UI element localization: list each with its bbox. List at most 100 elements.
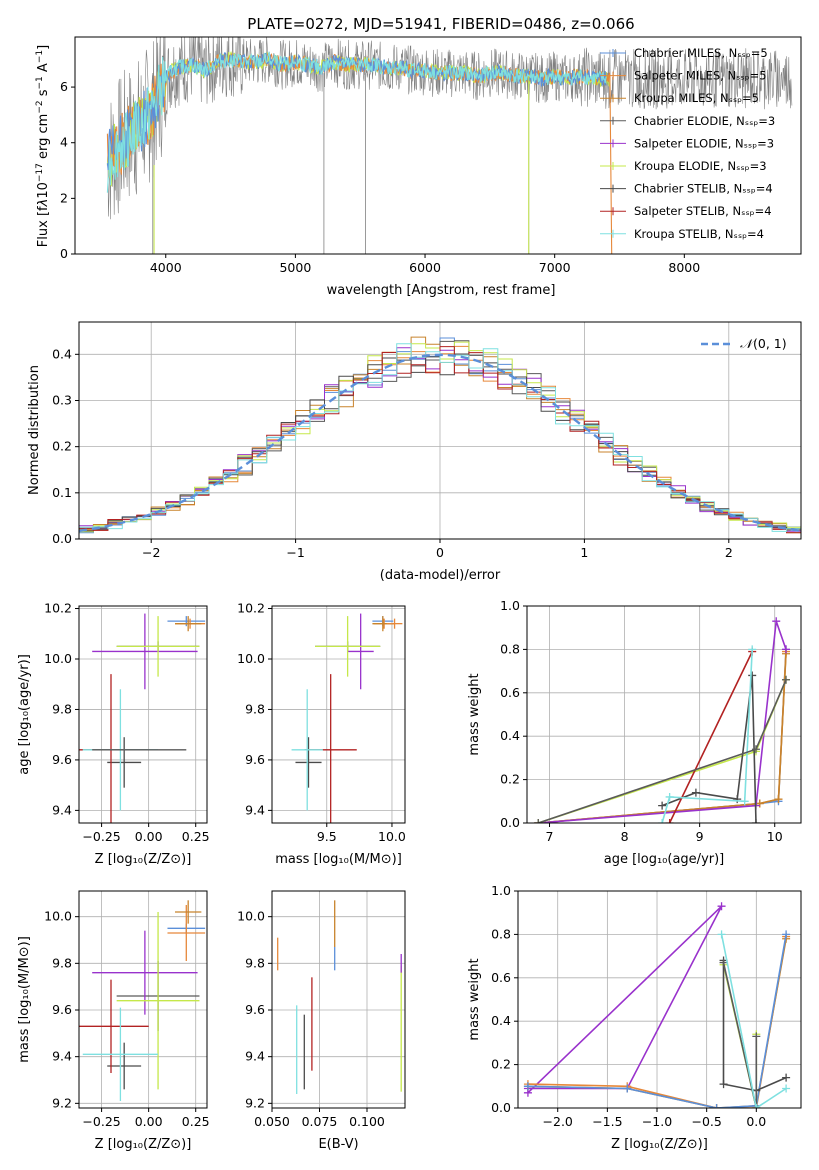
weight-marker xyxy=(751,819,760,823)
weight-vs-age-panel: 7 8 9 10 0.0 0.2 0.4 0.6 0.8 1.0 age [log₁₀(age/yr… xyxy=(467,598,802,867)
y-tick-label: 6 xyxy=(60,79,68,94)
mass-vs-ebv-panel: 0.050 0.075 0.100 9.2 9.4 9.6 9.8 10.0 E(B-V) xyxy=(237,890,406,1152)
y-tick-label: 4 xyxy=(60,135,68,150)
age-vs-z-panel: −0.25 0.00 0.25 9.4 9.6 9.8 10.0 10.2 Z [log₁₀(Z… xyxy=(17,601,210,867)
legend-entry: Chabrier STELIB, Nₛₛₚ=4 xyxy=(634,182,773,196)
residual-panel: −2 −1 0 1 2 0.0 0.1 0.2 0.3 0.4 (data-model)/erro… xyxy=(27,321,802,583)
x-axis-label: Z [log₁₀(Z/Z⊙)] xyxy=(611,1137,708,1152)
weight-line xyxy=(538,620,787,823)
figure-title: PLATE=0272, MJD=51941, FIBERID=0486, z=0… xyxy=(247,15,634,33)
weight-marker xyxy=(658,801,667,810)
y-tick-label: 9.2 xyxy=(245,1095,265,1110)
weight-vs-age-plot: 7 8 9 10 0.0 0.2 0.4 0.6 0.8 1.0 age [log₁₀(age/yr… xyxy=(467,598,802,867)
y-tick-label: 0.1 xyxy=(52,485,72,500)
y-tick-label: 0.0 xyxy=(52,531,72,546)
legend-entry: Kroupa STELIB, Nₛₛₚ=4 xyxy=(634,227,764,241)
mass-vs-z-panel: −0.25 0.00 0.25 9.2 9.4 9.6 9.8 10.0 Z [log₁₀(Z/… xyxy=(17,890,210,1152)
y-axis-label: mass [log₁₀(M/M⊙)] xyxy=(17,936,32,1063)
weight-line xyxy=(722,962,758,1108)
y-tick-label: 9.6 xyxy=(52,752,72,767)
x-tick-label: 0 xyxy=(436,545,444,560)
y-tick-label: 10.0 xyxy=(237,651,265,666)
weight-marker xyxy=(658,819,667,823)
x-axis-label: mass [log₁₀(M/M⊙)] xyxy=(275,852,402,867)
x-tick-label: 9.5 xyxy=(317,829,337,844)
y-tick-label: 0.4 xyxy=(500,728,520,743)
legend-entry: Salpeter MILES, Nₛₛₚ=5 xyxy=(634,69,767,83)
x-tick-label: −1.0 xyxy=(642,1114,672,1129)
weight-marker xyxy=(733,795,742,804)
age-vs-mass-plot: 9.5 10.0 9.4 9.6 9.8 10.0 10.2 mass [log₁₀(M/M⊙… xyxy=(237,601,406,867)
x-axis-label: Z [log₁₀(Z/Z⊙)] xyxy=(95,852,192,867)
weight-marker xyxy=(781,645,790,654)
x-tick-label: 8000 xyxy=(668,260,700,275)
weight-vs-z-plot: −2.0 −1.5 −1.0 −0.5 0.0 0.0 0.2 0.4 0.6 0.8 1.0 Z [… xyxy=(467,883,802,1152)
weight-marker xyxy=(774,795,783,804)
weight-marker xyxy=(782,1084,791,1093)
spectrum-ticks: 4000 5000 6000 7000 8000 0 2 4 6 xyxy=(60,79,700,275)
weight-marker xyxy=(782,930,791,939)
y-tick-label: 0.6 xyxy=(500,685,520,700)
panel-frame xyxy=(517,890,802,1109)
legend-entry: Salpeter STELIB, Nₛₛₚ=4 xyxy=(634,204,772,218)
residual-xlabel: (data-model)/error xyxy=(380,568,501,583)
x-tick-label: −0.5 xyxy=(691,1114,721,1129)
y-tick-label: 0.3 xyxy=(52,392,72,407)
x-tick-label: −1.5 xyxy=(592,1114,622,1129)
spectrum-ylabel: Flux [fλ10−17 erg cm−2 s−1 A−1] xyxy=(35,45,51,247)
y-tick-label: 9.6 xyxy=(52,1002,72,1017)
y-tick-label: 0.2 xyxy=(491,1057,511,1072)
weight-marker xyxy=(719,1080,728,1089)
y-tick-label: 0.4 xyxy=(52,346,72,361)
y-tick-label: 9.4 xyxy=(52,802,72,817)
mass-vs-z-plot: −0.25 0.00 0.25 9.2 9.4 9.6 9.8 10.0 Z [log₁₀(Z/… xyxy=(17,890,210,1152)
weight-line xyxy=(668,651,753,823)
x-tick-label: 9 xyxy=(696,829,704,844)
legend-entry: Chabrier MILES, Nₛₛₚ=5 xyxy=(634,46,768,60)
x-tick-label: 0.0 xyxy=(746,1114,766,1129)
age-vs-mass-panel: 9.5 10.0 9.4 9.6 9.8 10.0 10.2 mass [log₁₀(M/M⊙… xyxy=(237,601,406,867)
y-tick-label: 10.0 xyxy=(237,909,265,924)
y-tick-label: 9.8 xyxy=(245,701,265,716)
mass-vs-ebv-plot: 0.050 0.075 0.100 9.2 9.4 9.6 9.8 10.0 E(B-V) xyxy=(237,890,406,1152)
x-tick-label: 7 xyxy=(546,829,554,844)
y-tick-label: 0.8 xyxy=(491,926,511,941)
y-tick-label: 9.6 xyxy=(245,1002,265,1017)
weight-marker xyxy=(752,1104,761,1108)
y-tick-label: 10.0 xyxy=(44,909,72,924)
age-vs-z-plot: −0.25 0.00 0.25 9.4 9.6 9.8 10.0 10.2 Z [log₁₀(Z… xyxy=(17,601,210,867)
y-tick-label: 1.0 xyxy=(491,883,511,898)
y-tick-label: 9.4 xyxy=(245,1049,265,1064)
x-tick-label: 10 xyxy=(767,829,783,844)
weight-line xyxy=(527,905,723,1094)
x-tick-label: 2 xyxy=(725,545,733,560)
y-tick-label: 10.2 xyxy=(44,601,72,616)
spectrum-plot-area xyxy=(106,37,793,254)
spectrum-frame xyxy=(74,36,802,255)
normal-curve xyxy=(79,353,801,533)
x-tick-label: −0.25 xyxy=(82,829,120,844)
x-tick-label: 0.25 xyxy=(182,1114,210,1129)
y-tick-label: 0.8 xyxy=(500,641,520,656)
y-tick-label: 9.2 xyxy=(52,1095,72,1110)
x-tick-label: 0.25 xyxy=(182,829,210,844)
residual-ylabel: Normed distribution xyxy=(27,365,42,495)
x-tick-label: 0.050 xyxy=(254,1114,290,1129)
plot-area xyxy=(79,606,207,823)
panel-frame xyxy=(78,605,208,824)
y-tick-label: 10.0 xyxy=(44,651,72,666)
x-axis-label: age [log₁₀(age/yr)] xyxy=(604,852,725,867)
x-tick-label: 5000 xyxy=(279,260,311,275)
plot-area xyxy=(79,891,207,1108)
weight-vs-z-panel: −2.0 −1.5 −1.0 −0.5 0.0 0.0 0.2 0.4 0.6 0.8 1.0 Z [… xyxy=(467,883,802,1152)
x-tick-label: 10.0 xyxy=(378,829,406,844)
x-tick-label: −1 xyxy=(286,545,304,560)
y-tick-label: 2 xyxy=(60,190,68,205)
x-tick-label: 8 xyxy=(621,829,629,844)
x-axis-label: E(B-V) xyxy=(318,1137,358,1152)
x-tick-label: −2 xyxy=(142,545,160,560)
observed-spectrum-line xyxy=(107,37,793,220)
panel-frame xyxy=(526,605,802,824)
weight-marker xyxy=(748,645,757,654)
